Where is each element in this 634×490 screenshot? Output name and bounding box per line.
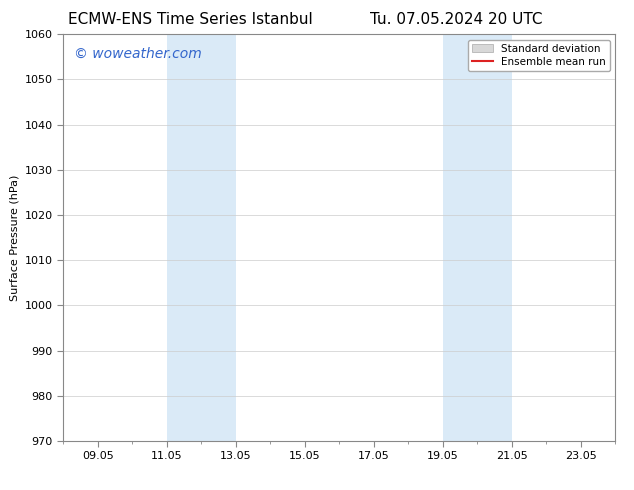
Legend: Standard deviation, Ensemble mean run: Standard deviation, Ensemble mean run: [467, 40, 610, 71]
Text: © woweather.com: © woweather.com: [74, 47, 202, 60]
Bar: [167, 34, 236, 441]
Text: Tu. 07.05.2024 20 UTC: Tu. 07.05.2024 20 UTC: [370, 12, 543, 27]
Bar: [443, 34, 512, 441]
Y-axis label: Surface Pressure (hPa): Surface Pressure (hPa): [10, 174, 19, 301]
Text: ECMW-ENS Time Series Istanbul: ECMW-ENS Time Series Istanbul: [68, 12, 313, 27]
